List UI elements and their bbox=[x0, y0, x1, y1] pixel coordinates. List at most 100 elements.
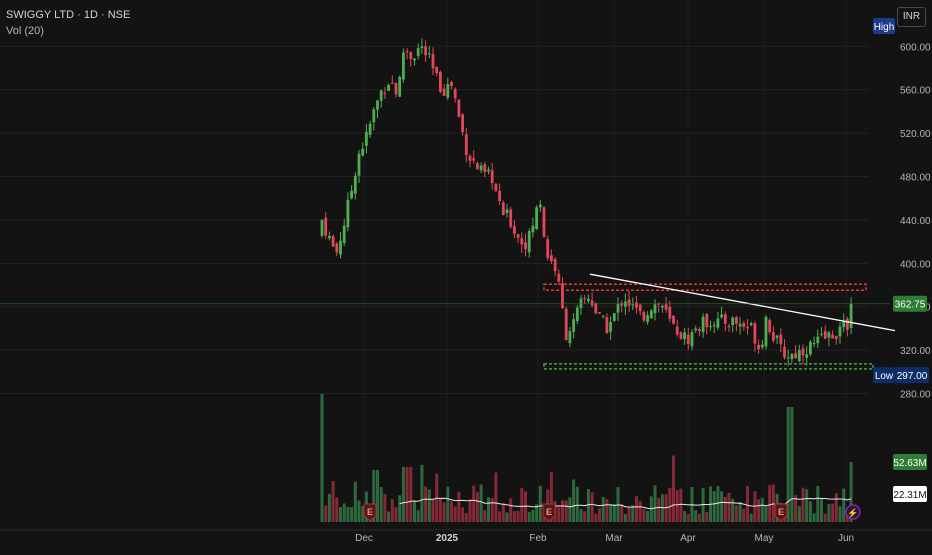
volume-bar bbox=[575, 486, 579, 522]
volume-bar bbox=[794, 495, 798, 522]
candle-body bbox=[424, 46, 427, 56]
candle-body bbox=[527, 230, 531, 253]
candle-body bbox=[350, 190, 353, 199]
volume-bar bbox=[494, 472, 498, 522]
candle-body bbox=[712, 325, 716, 327]
earnings-marker-label: E bbox=[778, 507, 784, 517]
volume-bar bbox=[409, 467, 413, 522]
candle-body bbox=[668, 306, 672, 319]
candle-body bbox=[439, 71, 442, 92]
volume-bar bbox=[387, 511, 391, 522]
candle-body bbox=[827, 332, 831, 338]
candle-body bbox=[816, 336, 820, 344]
candle-body bbox=[383, 92, 387, 94]
volume-bar bbox=[694, 510, 698, 522]
candle-body bbox=[331, 235, 335, 247]
volume-bar bbox=[679, 488, 683, 522]
title-separator: · bbox=[77, 9, 84, 21]
candle-body bbox=[353, 175, 357, 194]
candle-body bbox=[427, 53, 431, 55]
candle-body bbox=[646, 315, 649, 322]
volume-bar bbox=[394, 507, 398, 522]
volume-bar bbox=[746, 486, 749, 522]
volume-bar bbox=[760, 497, 764, 522]
volume-bar bbox=[475, 492, 479, 522]
candle-body bbox=[686, 334, 690, 345]
candle-body bbox=[638, 304, 642, 312]
candle-body bbox=[620, 303, 624, 306]
volume-bar bbox=[461, 507, 465, 522]
volume-bar bbox=[786, 407, 790, 522]
candle-body bbox=[609, 322, 612, 332]
volume-bar bbox=[520, 487, 524, 522]
candle-body bbox=[720, 314, 723, 318]
volume-bar bbox=[716, 486, 720, 522]
volume-bar bbox=[413, 500, 416, 522]
candle-body bbox=[760, 344, 764, 348]
symbol-title[interactable]: SWIGGY LTD · 1D · NSE bbox=[6, 9, 130, 21]
candle-body bbox=[335, 243, 339, 253]
candle-body bbox=[409, 52, 413, 60]
volume-bar bbox=[590, 492, 594, 522]
volume-bar bbox=[379, 487, 383, 522]
candle-body bbox=[746, 327, 749, 329]
volume-bar bbox=[738, 501, 742, 522]
volume-bar bbox=[390, 499, 394, 522]
volume-bar bbox=[683, 511, 687, 522]
dividend-marker: ⚡ bbox=[845, 504, 861, 520]
volume-bar bbox=[350, 507, 354, 522]
volume-bar bbox=[501, 503, 505, 522]
candle-body bbox=[831, 334, 834, 339]
candle-body bbox=[598, 312, 601, 314]
x-tick-label: Jun bbox=[838, 533, 854, 544]
earnings-marker-label: E bbox=[546, 507, 552, 517]
candle-body bbox=[390, 82, 394, 84]
candle-body bbox=[361, 148, 365, 156]
candle-body bbox=[709, 326, 712, 328]
candle-body bbox=[472, 158, 476, 161]
candle-body bbox=[772, 332, 775, 341]
volume-bar bbox=[427, 489, 431, 522]
candle-body bbox=[387, 84, 390, 91]
volume-bar bbox=[646, 510, 650, 522]
candle-body bbox=[675, 326, 679, 335]
y-tick-label: 320.00 bbox=[900, 346, 931, 357]
candle-body bbox=[794, 353, 797, 359]
volume-bar bbox=[823, 513, 827, 522]
candle-body bbox=[649, 310, 653, 319]
candle-body bbox=[698, 329, 701, 332]
volume-bar bbox=[464, 513, 468, 522]
volume-bar bbox=[598, 508, 601, 522]
candle-body bbox=[716, 318, 720, 328]
volume-bar bbox=[768, 485, 772, 522]
candle-body bbox=[631, 304, 635, 306]
candle-body bbox=[764, 316, 768, 347]
earnings-marker-shape bbox=[363, 503, 377, 522]
candle-body bbox=[453, 88, 457, 99]
currency-selector[interactable]: INR bbox=[897, 7, 926, 27]
candle-body bbox=[616, 304, 620, 313]
volume-bar bbox=[660, 494, 664, 522]
candle-body bbox=[505, 209, 509, 213]
x-tick-label: Dec bbox=[355, 533, 373, 544]
candle-body bbox=[342, 225, 346, 243]
candle-body bbox=[849, 303, 853, 328]
candle-body bbox=[546, 239, 550, 258]
candle-body bbox=[679, 332, 683, 339]
volume-bar bbox=[827, 504, 831, 522]
candle-body bbox=[339, 240, 342, 255]
candle-body bbox=[575, 307, 579, 321]
volume-bar bbox=[557, 507, 561, 522]
candle-body bbox=[538, 204, 542, 208]
volume-bar bbox=[790, 407, 794, 522]
volume-bar bbox=[401, 467, 405, 522]
volume-bar bbox=[801, 487, 805, 522]
candle-body bbox=[435, 66, 439, 74]
candle-body bbox=[498, 191, 501, 201]
candle-body bbox=[368, 123, 372, 135]
volume-indicator-label[interactable]: Vol (20) bbox=[6, 25, 44, 37]
candle-body bbox=[779, 334, 783, 345]
y-tick-label: 480.00 bbox=[900, 173, 931, 184]
